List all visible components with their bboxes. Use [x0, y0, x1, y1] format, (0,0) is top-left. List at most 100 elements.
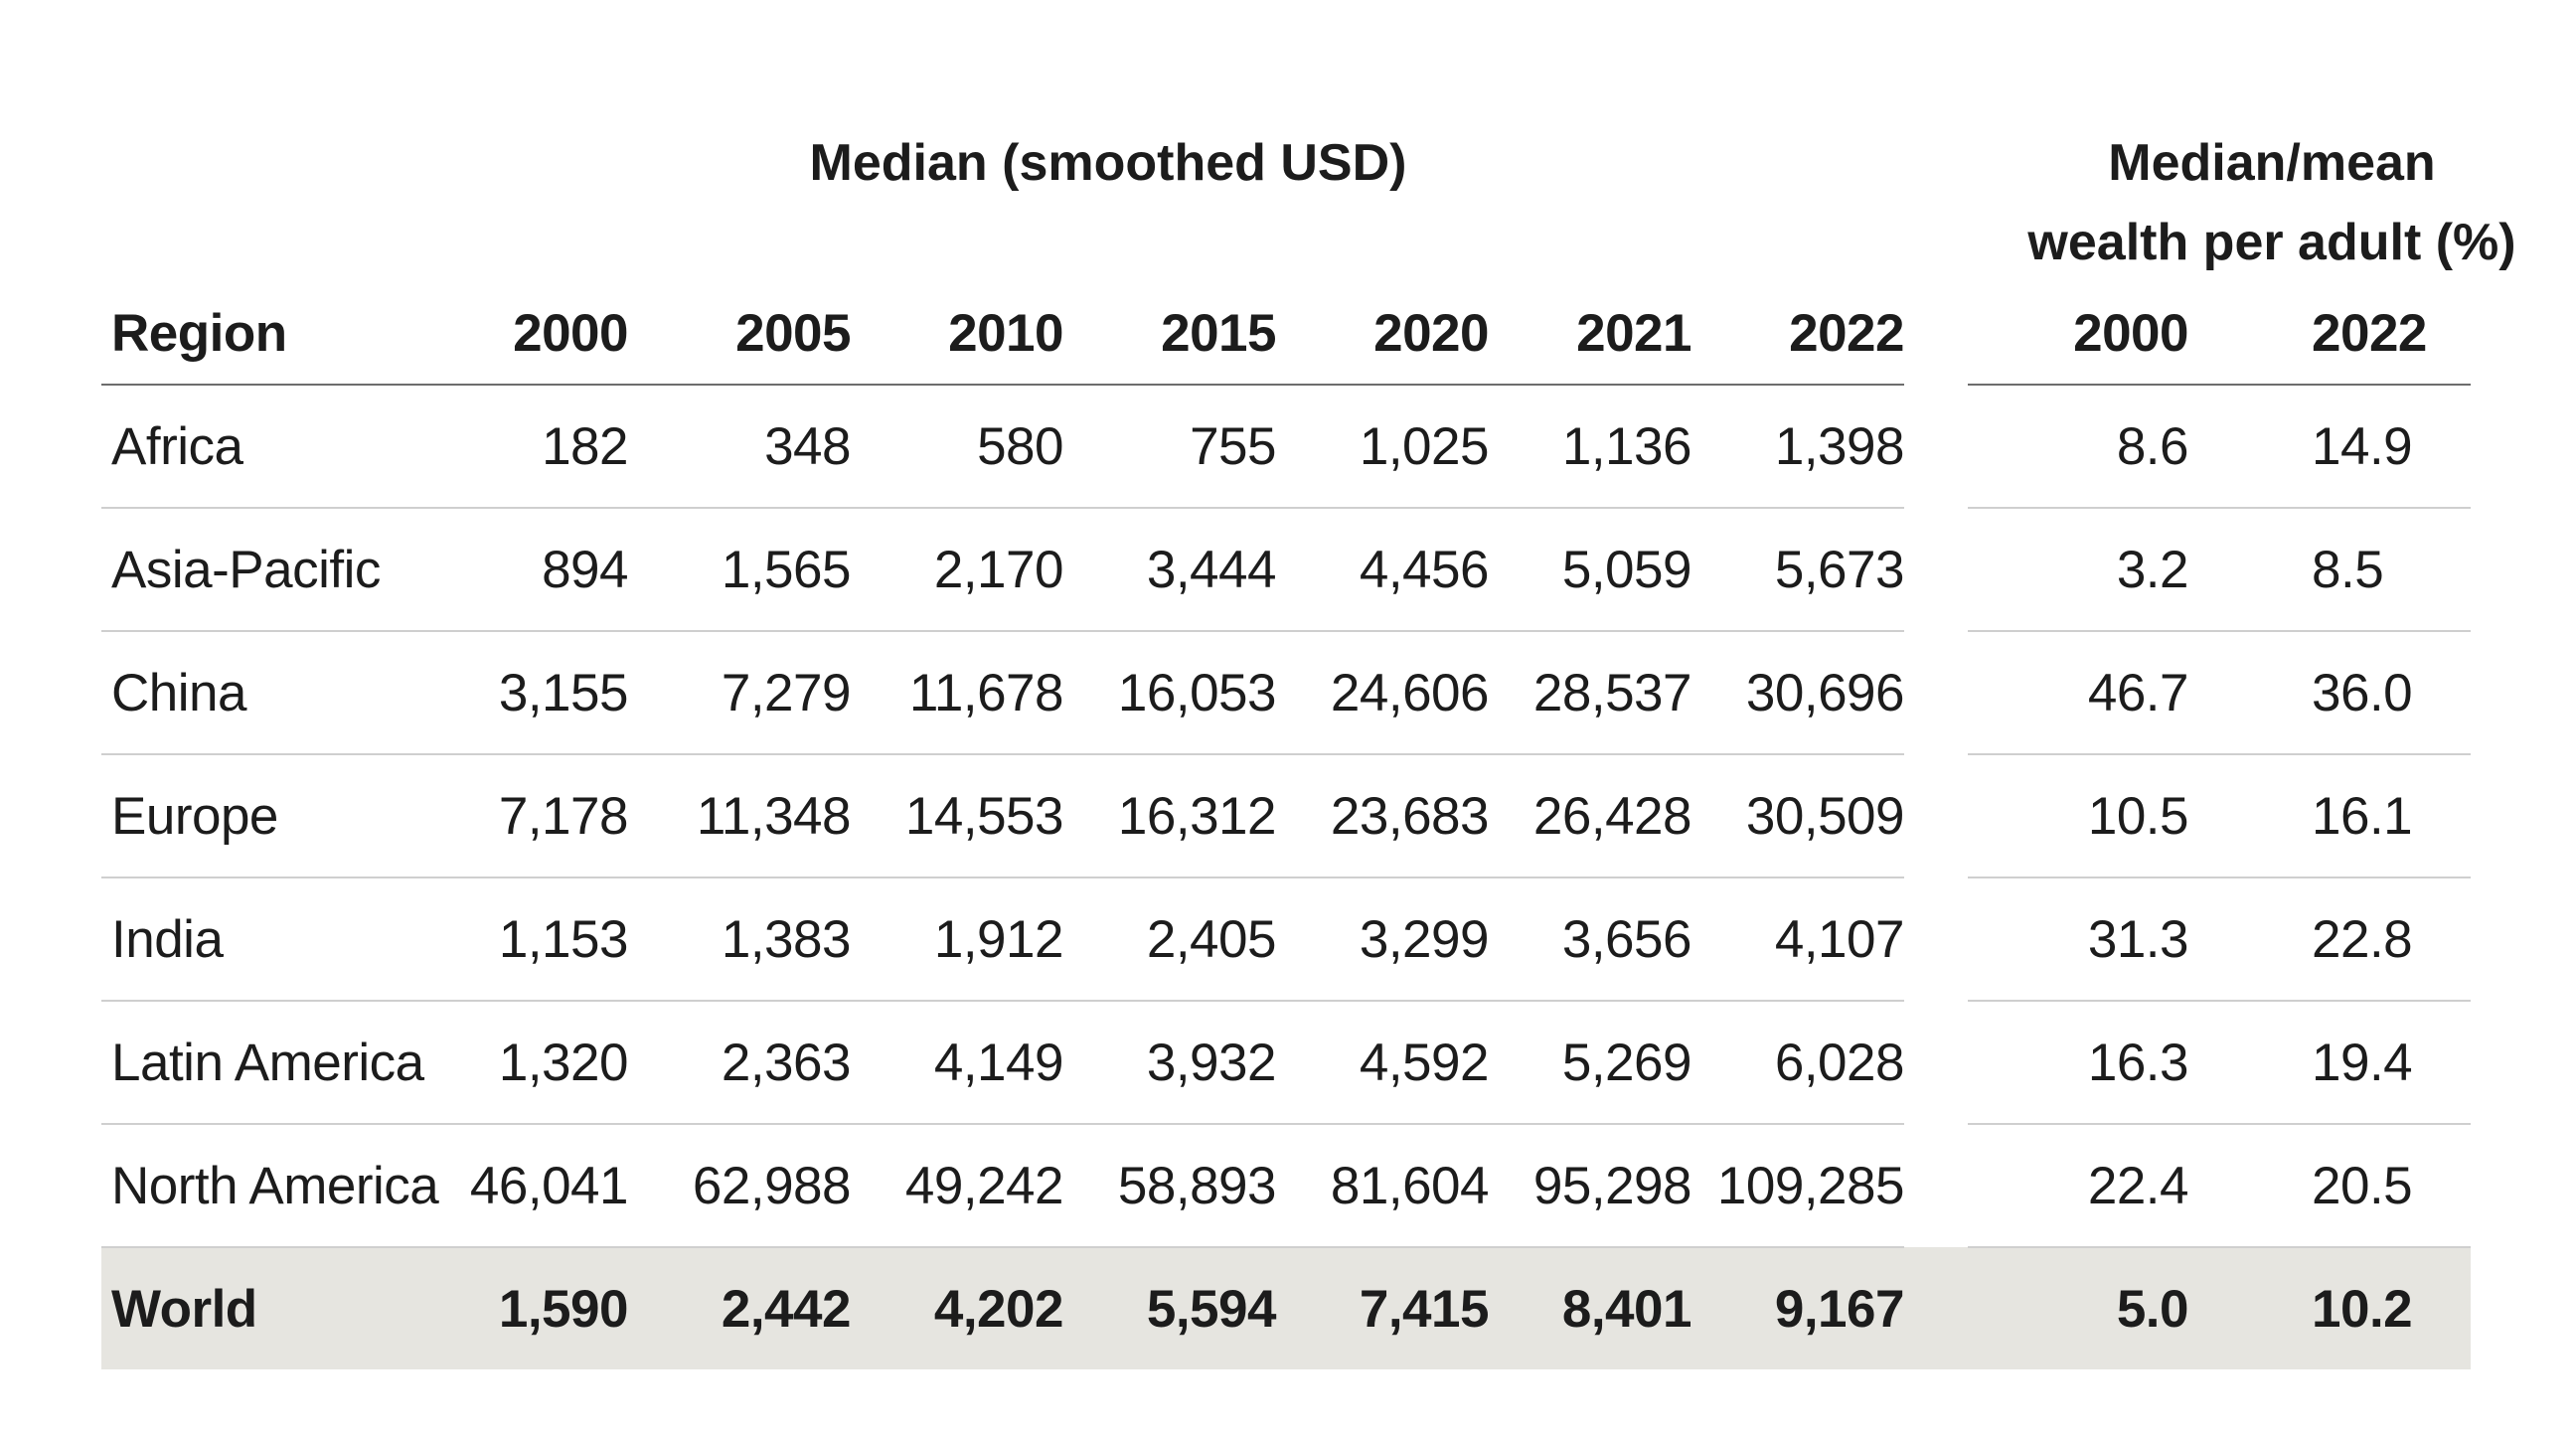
column-header-median-2005: 2005 [628, 282, 852, 386]
median-cell: 1,383 [628, 877, 852, 1002]
ratio-cell: 16.3 [1968, 1001, 2189, 1125]
median-cell: 28,537 [1489, 631, 1692, 755]
median-cell: 1,565 [628, 508, 852, 632]
median-cell: 23,683 [1276, 754, 1490, 878]
median-cell: 3,444 [1063, 508, 1277, 632]
table-row-north-america: North America 46,041 62,988 49,242 58,89… [101, 1124, 2471, 1248]
median-cell: 3,656 [1489, 877, 1692, 1002]
median-cell: 11,678 [851, 631, 1064, 755]
median-cell: 755 [1063, 385, 1277, 509]
median-cell: 1,398 [1691, 385, 1905, 509]
region-cell: Africa [101, 385, 463, 509]
median-cell: 30,696 [1691, 631, 1905, 755]
column-gap [1904, 1247, 1968, 1369]
ratio-group-title-line1: Median/mean [2108, 134, 2436, 192]
median-cell: 11,348 [628, 754, 852, 878]
column-header-ratio-2022: 2022 [2188, 282, 2471, 386]
region-cell: North America [101, 1124, 463, 1248]
median-cell: 5,673 [1691, 508, 1905, 632]
median-cell: 5,059 [1489, 508, 1692, 632]
column-gap [1904, 1001, 1968, 1124]
median-cell: 1,320 [463, 1001, 629, 1125]
median-cell: 2,442 [628, 1247, 852, 1369]
median-cell: 7,279 [628, 631, 852, 755]
table-row-latin-america: Latin America 1,320 2,363 4,149 3,932 4,… [101, 1001, 2471, 1125]
column-gap [1904, 631, 1968, 754]
median-cell: 49,242 [851, 1124, 1064, 1248]
median-cell: 348 [628, 385, 852, 509]
median-cell: 1,025 [1276, 385, 1490, 509]
ratio-group-title: Median/mean wealth per adult (%) [1968, 123, 2576, 282]
column-header-median-2015: 2015 [1063, 282, 1277, 386]
median-cell: 7,178 [463, 754, 629, 878]
ratio-cell: 46.7 [1968, 631, 2189, 755]
ratio-cell: 22.8 [2188, 877, 2471, 1002]
median-cell: 14,553 [851, 754, 1064, 878]
column-header-median-2021: 2021 [1489, 282, 1692, 386]
median-cell: 2,363 [628, 1001, 852, 1125]
table-row-europe: Europe 7,178 11,348 14,553 16,312 23,683… [101, 754, 2471, 878]
median-cell: 3,155 [463, 631, 629, 755]
median-cell: 894 [463, 508, 629, 632]
ratio-cell: 31.3 [1968, 877, 2189, 1002]
median-cell: 2,405 [1063, 877, 1277, 1002]
median-cell: 4,592 [1276, 1001, 1490, 1125]
median-cell: 1,590 [463, 1247, 629, 1369]
median-cell: 1,153 [463, 877, 629, 1002]
column-header-median-2000: 2000 [463, 282, 629, 386]
table-row-africa: Africa 182 348 580 755 1,025 1,136 1,398… [101, 385, 2471, 509]
median-cell: 182 [463, 385, 629, 509]
median-cell: 30,509 [1691, 754, 1905, 878]
median-cell: 4,202 [851, 1247, 1064, 1369]
median-cell: 9,167 [1691, 1247, 1905, 1369]
region-cell: Europe [101, 754, 463, 878]
wealth-table: Region 2000 2005 2010 2015 2020 2021 202… [101, 282, 2471, 1369]
column-gap [1904, 385, 1968, 508]
median-cell: 4,456 [1276, 508, 1490, 632]
column-header-ratio-2000: 2000 [1968, 282, 2189, 386]
ratio-cell: 3.2 [1968, 508, 2189, 632]
table-row-china: China 3,155 7,279 11,678 16,053 24,606 2… [101, 631, 2471, 755]
table-row-world-total: World 1,590 2,442 4,202 5,594 7,415 8,40… [101, 1247, 2471, 1369]
header-row: Region 2000 2005 2010 2015 2020 2021 202… [101, 282, 2471, 386]
median-cell: 7,415 [1276, 1247, 1490, 1369]
region-cell: China [101, 631, 463, 755]
median-cell: 58,893 [1063, 1124, 1277, 1248]
median-cell: 109,285 [1691, 1124, 1905, 1248]
ratio-cell: 19.4 [2188, 1001, 2471, 1125]
median-cell: 4,107 [1691, 877, 1905, 1002]
region-cell: India [101, 877, 463, 1002]
ratio-group-title-line2: wealth per adult (%) [2027, 214, 2516, 271]
median-cell: 16,312 [1063, 754, 1277, 878]
median-cell: 580 [851, 385, 1064, 509]
median-cell: 81,604 [1276, 1124, 1490, 1248]
ratio-cell: 10.2 [2188, 1247, 2471, 1369]
median-group-title: Median (smoothed USD) [809, 134, 1407, 192]
ratio-cell: 22.4 [1968, 1124, 2189, 1248]
region-cell: Asia-Pacific [101, 508, 463, 632]
median-cell: 8,401 [1489, 1247, 1692, 1369]
ratio-cell: 36.0 [2188, 631, 2471, 755]
table-row-india: India 1,153 1,383 1,912 2,405 3,299 3,65… [101, 877, 2471, 1002]
median-cell: 5,269 [1489, 1001, 1692, 1125]
column-gap [1904, 877, 1968, 1001]
median-cell: 95,298 [1489, 1124, 1692, 1248]
column-header-region: Region [101, 282, 463, 386]
column-gap [1904, 282, 1968, 385]
ratio-cell: 20.5 [2188, 1124, 2471, 1248]
ratio-cell: 16.1 [2188, 754, 2471, 878]
ratio-cell: 14.9 [2188, 385, 2471, 509]
table-row-asia-pacific: Asia-Pacific 894 1,565 2,170 3,444 4,456… [101, 508, 2471, 632]
median-cell: 1,912 [851, 877, 1064, 1002]
median-cell: 16,053 [1063, 631, 1277, 755]
median-cell: 3,932 [1063, 1001, 1277, 1125]
ratio-cell: 10.5 [1968, 754, 2189, 878]
ratio-cell: 5.0 [1968, 1247, 2189, 1369]
median-cell: 4,149 [851, 1001, 1064, 1125]
median-cell: 2,170 [851, 508, 1064, 632]
column-gap [1904, 508, 1968, 631]
column-header-median-2020: 2020 [1276, 282, 1490, 386]
column-gap [1904, 1124, 1968, 1247]
region-cell: Latin America [101, 1001, 463, 1125]
median-cell: 46,041 [463, 1124, 629, 1248]
